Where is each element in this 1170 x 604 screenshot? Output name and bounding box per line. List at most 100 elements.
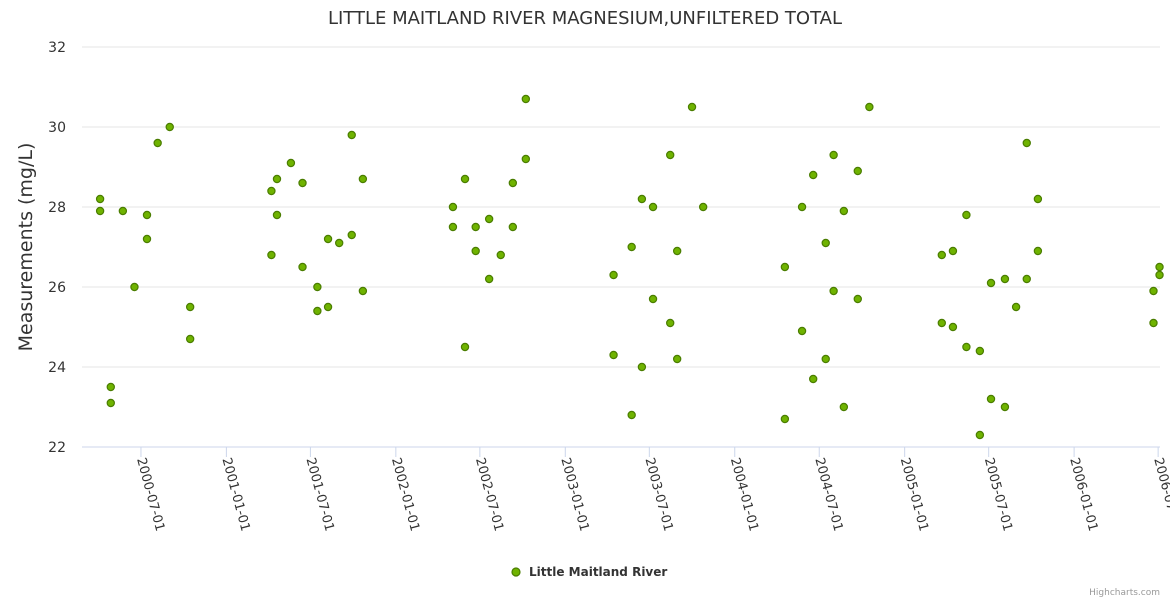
data-point[interactable] — [948, 246, 958, 256]
data-point[interactable] — [1000, 402, 1010, 412]
data-point[interactable] — [521, 154, 531, 164]
data-point[interactable] — [298, 178, 307, 188]
credits[interactable]: Highcharts.com — [1089, 588, 1160, 598]
data-point[interactable] — [95, 206, 105, 216]
data-point[interactable] — [323, 302, 333, 312]
legend[interactable]: Little Maitland River — [511, 565, 667, 579]
x-tick-label: 2005-07-01 — [981, 456, 1015, 533]
legend-label[interactable]: Little Maitland River — [529, 565, 667, 579]
data-point[interactable] — [853, 294, 862, 304]
data-point[interactable] — [347, 130, 356, 140]
data-point[interactable] — [313, 306, 322, 316]
data-point[interactable] — [508, 178, 518, 188]
data-point[interactable] — [1155, 262, 1164, 272]
data-point[interactable] — [809, 170, 818, 180]
data-point[interactable] — [95, 194, 105, 204]
data-point[interactable] — [627, 242, 636, 252]
data-point[interactable] — [106, 398, 115, 408]
data-point[interactable] — [962, 342, 971, 352]
data-point[interactable] — [829, 150, 838, 160]
data-point[interactable] — [130, 282, 139, 292]
data-point[interactable] — [323, 234, 333, 244]
data-point[interactable] — [666, 150, 675, 160]
data-point[interactable] — [1011, 302, 1021, 312]
data-point[interactable] — [286, 158, 296, 168]
data-point[interactable] — [165, 122, 174, 132]
data-point[interactable] — [1149, 286, 1158, 296]
data-point[interactable] — [666, 318, 675, 328]
data-point[interactable] — [672, 354, 682, 364]
data-point[interactable] — [839, 402, 849, 412]
data-point[interactable] — [809, 374, 818, 384]
data-point[interactable] — [298, 262, 307, 272]
data-point[interactable] — [648, 294, 658, 304]
x-tick-label: 2002-01-01 — [388, 456, 422, 533]
data-point[interactable] — [975, 430, 985, 440]
data-point[interactable] — [627, 410, 636, 420]
data-point[interactable] — [962, 210, 971, 220]
y-tick-label: 28 — [48, 200, 66, 216]
data-point[interactable] — [267, 186, 276, 196]
data-point[interactable] — [975, 346, 985, 356]
data-point[interactable] — [609, 270, 618, 280]
data-point[interactable] — [142, 234, 152, 244]
data-point[interactable] — [267, 250, 276, 260]
data-point[interactable] — [986, 394, 996, 404]
data-point[interactable] — [272, 174, 282, 184]
x-tick-label: 2005-01-01 — [897, 456, 931, 533]
data-point[interactable] — [698, 202, 708, 212]
data-point[interactable] — [185, 302, 195, 312]
data-point[interactable] — [118, 206, 128, 216]
data-point[interactable] — [521, 94, 531, 104]
data-point[interactable] — [1155, 270, 1164, 280]
data-point[interactable] — [865, 102, 874, 112]
data-point[interactable] — [672, 246, 682, 256]
data-point[interactable] — [1022, 274, 1031, 284]
data-point[interactable] — [448, 202, 458, 212]
data-point[interactable] — [496, 250, 505, 260]
data-point[interactable] — [508, 222, 518, 232]
data-point[interactable] — [1022, 138, 1031, 148]
data-point[interactable] — [334, 238, 344, 248]
data-point[interactable] — [937, 250, 947, 260]
data-point[interactable] — [637, 362, 647, 372]
data-point[interactable] — [358, 286, 368, 296]
data-point[interactable] — [460, 342, 470, 352]
data-point[interactable] — [484, 274, 494, 284]
data-point[interactable] — [609, 350, 618, 360]
data-point[interactable] — [839, 206, 849, 216]
data-point[interactable] — [358, 174, 368, 184]
data-point[interactable] — [313, 282, 322, 292]
data-point[interactable] — [1149, 318, 1158, 328]
data-point[interactable] — [821, 238, 830, 248]
data-point[interactable] — [821, 354, 830, 364]
data-point[interactable] — [153, 138, 162, 148]
data-point[interactable] — [780, 262, 790, 272]
data-point[interactable] — [648, 202, 658, 212]
data-point[interactable] — [1033, 246, 1043, 256]
data-point[interactable] — [637, 194, 647, 204]
data-point[interactable] — [142, 210, 152, 220]
data-point[interactable] — [460, 174, 470, 184]
data-point[interactable] — [853, 166, 862, 176]
data-point[interactable] — [347, 230, 356, 240]
data-point[interactable] — [272, 210, 282, 220]
data-point[interactable] — [937, 318, 947, 328]
data-point[interactable] — [484, 214, 494, 224]
data-point[interactable] — [106, 382, 115, 392]
data-point[interactable] — [471, 222, 480, 232]
data-point[interactable] — [797, 326, 807, 336]
data-point[interactable] — [780, 414, 790, 424]
data-point[interactable] — [1033, 194, 1043, 204]
data-point[interactable] — [948, 322, 958, 332]
data-point[interactable] — [1000, 274, 1010, 284]
y-axis: 22 24 26 28 30 32 — [48, 40, 66, 456]
data-point[interactable] — [687, 102, 697, 112]
data-point[interactable] — [797, 202, 807, 212]
x-tick-label: 2003-01-01 — [557, 456, 591, 533]
data-point[interactable] — [829, 286, 838, 296]
data-point[interactable] — [986, 278, 996, 288]
data-point[interactable] — [185, 334, 195, 344]
data-point[interactable] — [448, 222, 458, 232]
data-point[interactable] — [471, 246, 480, 256]
